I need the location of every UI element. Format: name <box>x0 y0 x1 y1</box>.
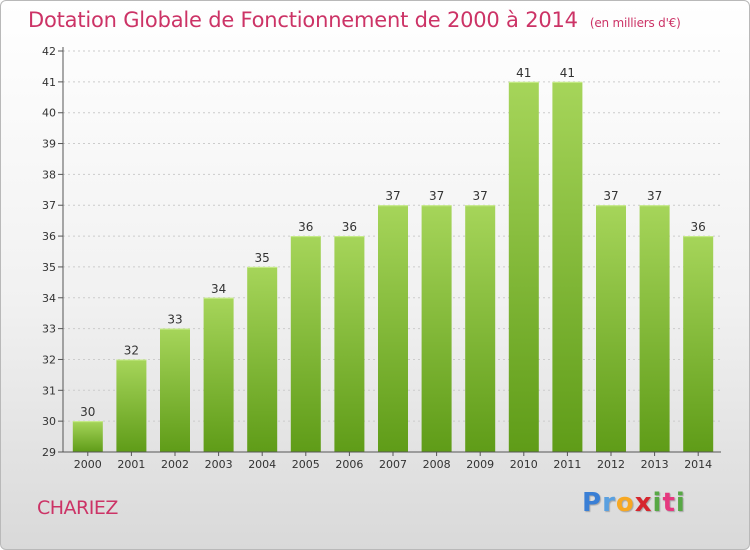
data-label: 35 <box>255 251 270 265</box>
data-label: 36 <box>298 220 313 234</box>
y-tick-label: 31 <box>42 384 56 397</box>
data-label: 37 <box>429 189 444 203</box>
y-tick-label: 29 <box>42 446 56 459</box>
x-tick-label: 2011 <box>553 458 581 471</box>
data-label: 37 <box>385 189 400 203</box>
y-tick-label: 30 <box>42 415 56 428</box>
logo-letter: x <box>634 488 653 518</box>
x-tick-label: 2014 <box>684 458 712 471</box>
data-label: 37 <box>473 189 488 203</box>
axes <box>58 47 721 456</box>
labels: 29 30 31 32 33 34 35 36 37 38 39 40 41 42 30 2000 32 2001… <box>42 45 712 471</box>
x-tick-label: 2009 <box>466 458 494 471</box>
data-label: 30 <box>80 405 95 419</box>
commune-name: CHARIEZ <box>37 497 118 519</box>
logo-letter: t <box>662 488 676 518</box>
data-label: 36 <box>342 220 357 234</box>
data-label: 36 <box>691 220 706 234</box>
bar <box>116 359 147 452</box>
y-tick-label: 32 <box>42 353 56 366</box>
bar <box>334 236 365 452</box>
chart-subtitle: (en milliers d'€) <box>589 16 681 30</box>
y-tick-label: 35 <box>42 261 56 274</box>
logo-letter: o <box>615 488 635 518</box>
bar <box>203 297 234 452</box>
bar <box>552 81 583 452</box>
logo-letter: r <box>602 488 616 518</box>
x-tick-label: 2008 <box>423 458 451 471</box>
y-tick-label: 36 <box>42 230 56 243</box>
bar <box>421 205 452 452</box>
x-tick-label: 2013 <box>641 458 669 471</box>
x-tick-label: 2003 <box>205 458 233 471</box>
x-tick-label: 2000 <box>74 458 102 471</box>
logo-letter: P <box>582 488 603 518</box>
y-tick-label: 39 <box>42 138 56 151</box>
bar <box>378 205 408 452</box>
y-tick-label: 38 <box>42 168 56 181</box>
x-tick-label: 2002 <box>161 458 189 471</box>
logo-letter: i <box>652 488 663 518</box>
data-label: 37 <box>603 189 618 203</box>
data-label: 32 <box>124 343 139 357</box>
y-tick-label: 34 <box>42 292 56 305</box>
chart-title: Dotation Globale de Fonctionnement de 20… <box>28 8 681 32</box>
bar <box>639 205 670 452</box>
data-label: 41 <box>516 66 531 80</box>
bar <box>683 236 714 452</box>
logo-letter: i <box>675 488 686 518</box>
bar <box>247 266 278 452</box>
bar-chart: 29 30 31 32 33 34 35 36 37 38 39 40 41 42 30 2000 32 2001… <box>42 45 721 471</box>
y-tick-label: 42 <box>42 45 56 58</box>
data-label: 37 <box>647 189 662 203</box>
x-tick-label: 2010 <box>510 458 538 471</box>
y-tick-label: 33 <box>42 323 56 336</box>
x-tick-label: 2012 <box>597 458 625 471</box>
bar <box>508 81 539 452</box>
x-tick-label: 2001 <box>117 458 145 471</box>
bars <box>72 81 714 452</box>
x-tick-label: 2007 <box>379 458 407 471</box>
data-label: 33 <box>167 313 182 327</box>
bar <box>465 205 496 452</box>
bar <box>596 205 626 452</box>
y-tick-label: 37 <box>42 199 56 212</box>
proxiti-logo: Proxiti <box>582 488 686 518</box>
y-tick-label: 41 <box>42 76 56 89</box>
bar <box>160 328 190 452</box>
data-label: 41 <box>560 66 575 80</box>
y-tick-label: 40 <box>42 107 56 120</box>
x-tick-label: 2006 <box>335 458 363 471</box>
bar <box>72 421 103 452</box>
chart-title-text: Dotation Globale de Fonctionnement de 20… <box>28 8 578 32</box>
data-label: 34 <box>211 282 226 296</box>
bar <box>290 236 321 452</box>
x-tick-label: 2005 <box>292 458 320 471</box>
x-tick-label: 2004 <box>248 458 276 471</box>
